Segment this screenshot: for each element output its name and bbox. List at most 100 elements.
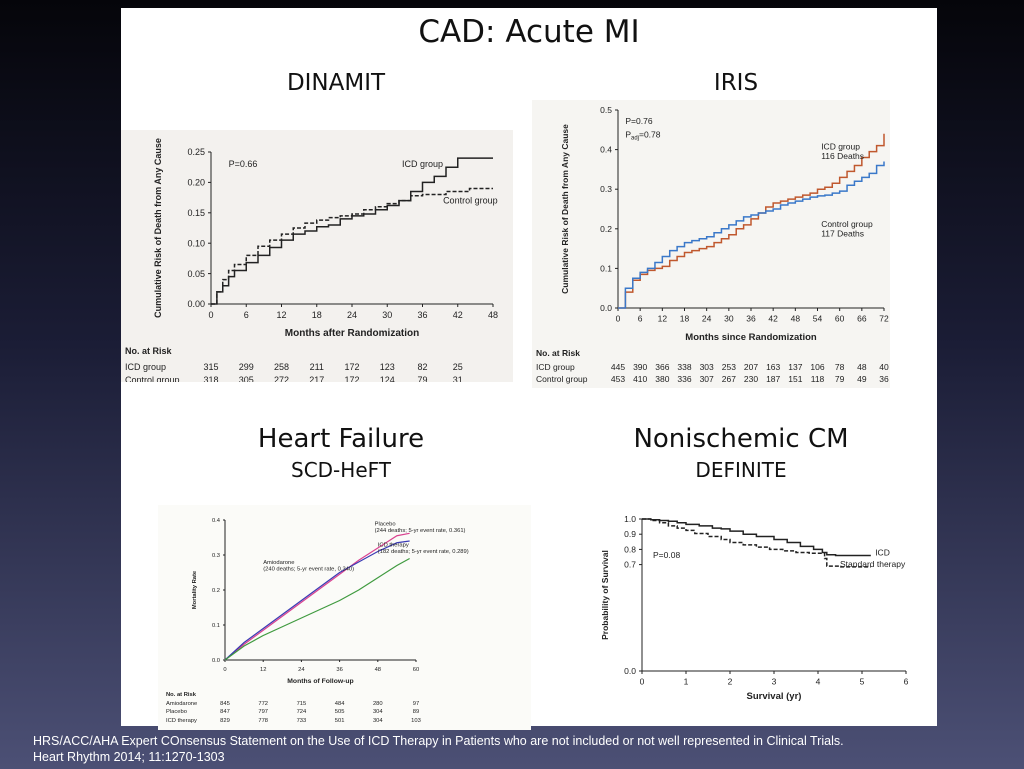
risk-table-cell: 79 bbox=[417, 375, 427, 382]
x-tick-label: 6 bbox=[904, 677, 909, 687]
risk-table-cell: 36 bbox=[879, 374, 889, 384]
risk-table-cell: 778 bbox=[258, 718, 268, 724]
scd-heft-chart: 0 12 24 36 48 60 0.0 0.1 0.2 0.3 0.4 Months of Foll… bbox=[166, 518, 469, 724]
heart-failure-heading: Heart Failure bbox=[257, 424, 425, 454]
scd-heft-series-icd-therapy-line bbox=[224, 557, 410, 661]
y-tick-label: 0.7 bbox=[624, 560, 636, 570]
risk-table-cell: 78 bbox=[835, 362, 845, 372]
risk-table-cell: 280 bbox=[373, 701, 383, 707]
risk-table-cell: 715 bbox=[297, 701, 307, 707]
risk-table-cell: 272 bbox=[274, 375, 289, 382]
x-tick-label: 30 bbox=[724, 314, 734, 324]
risk-table-cell: 124 bbox=[380, 375, 395, 382]
definite-series-standard-therapy-line bbox=[642, 518, 871, 568]
risk-table-cell: 49 bbox=[857, 374, 867, 384]
risk-table-cell: 380 bbox=[655, 374, 669, 384]
risk-table-row-label: ICD therapy bbox=[166, 718, 197, 724]
risk-table-cell: 390 bbox=[633, 362, 647, 372]
risk-table-header: No. at Risk bbox=[125, 346, 173, 356]
x-axis-label: Months of Follow-up bbox=[287, 678, 353, 685]
x-tick-label: 24 bbox=[298, 667, 305, 673]
x-tick-label: 42 bbox=[453, 310, 463, 320]
x-tick-label: 30 bbox=[382, 310, 392, 320]
x-tick-label: 12 bbox=[658, 314, 668, 324]
iris-series-icd-group-line bbox=[618, 133, 885, 309]
risk-table-cell: 315 bbox=[203, 362, 218, 372]
y-tick-label: 0.00 bbox=[187, 299, 205, 309]
risk-table-cell: 79 bbox=[835, 374, 845, 384]
risk-table-cell: 318 bbox=[203, 375, 218, 382]
dinamit-series-icd-group-line bbox=[211, 157, 493, 305]
risk-table-row-label: Amiodarone bbox=[166, 701, 197, 707]
p-value-annotation: P=0.76 bbox=[625, 116, 652, 126]
y-tick-label: 0.3 bbox=[600, 184, 612, 194]
p-value-annotation: Padj=0.78 bbox=[625, 130, 660, 142]
risk-table-cell: 453 bbox=[611, 374, 625, 384]
x-tick-label: 42 bbox=[768, 314, 778, 324]
risk-table-row-label: ICD group bbox=[536, 362, 575, 372]
x-tick-label: 48 bbox=[791, 314, 801, 324]
citation: HRS/ACC/AHA Expert COnsensus Statement o… bbox=[33, 733, 844, 765]
iris-series-sublabel: 116 Deaths bbox=[821, 151, 864, 161]
scd-heft-heading: SCD-HeFT bbox=[291, 458, 391, 482]
risk-table-cell: 847 bbox=[220, 709, 230, 715]
y-axis-label: Probability of Survival bbox=[600, 550, 610, 640]
y-tick-label: 0.10 bbox=[187, 238, 205, 248]
y-tick-label: 0.25 bbox=[187, 147, 205, 157]
x-tick-label: 0 bbox=[640, 677, 645, 687]
iris-series-control-group-line bbox=[618, 161, 885, 309]
risk-table-cell: 724 bbox=[297, 709, 307, 715]
risk-table-cell: 829 bbox=[220, 718, 230, 724]
x-tick-label: 60 bbox=[413, 667, 419, 673]
scd-heft-chart-panel: 0 12 24 36 48 60 0.0 0.1 0.2 0.3 0.4 Months of Foll… bbox=[158, 505, 531, 730]
dinamit-series-control-group-line bbox=[211, 187, 493, 305]
x-tick-label: 48 bbox=[375, 667, 381, 673]
y-tick-label: 0.0 bbox=[624, 666, 636, 676]
risk-table-cell: 299 bbox=[239, 362, 254, 372]
y-tick-label: 0.1 bbox=[212, 623, 220, 629]
scd-heft-series-sublabel: (182 deaths; 5-yr event rate, 0.289) bbox=[378, 549, 469, 555]
risk-table-cell: 207 bbox=[744, 362, 758, 372]
risk-table-row-label: Control group bbox=[536, 374, 588, 384]
iris-chart: 0 6 12 18 24 30 36 42 48 54 60 66 72 0.0 0.1 0.2 0.3 0.4 0… bbox=[536, 105, 889, 384]
risk-table-cell: 151 bbox=[788, 374, 802, 384]
scd-heft-series-label: Placebo bbox=[375, 521, 396, 527]
risk-table-cell: 303 bbox=[700, 362, 714, 372]
x-tick-label: 54 bbox=[813, 314, 823, 324]
x-tick-label: 1 bbox=[684, 677, 689, 687]
x-axis-label: Months since Randomization bbox=[685, 332, 817, 343]
risk-table-cell: 772 bbox=[258, 701, 268, 707]
risk-table-cell: 187 bbox=[766, 374, 780, 384]
risk-table-cell: 31 bbox=[453, 375, 463, 382]
x-tick-label: 66 bbox=[857, 314, 867, 324]
x-tick-label: 24 bbox=[702, 314, 712, 324]
x-tick-label: 0 bbox=[208, 310, 213, 320]
scd-heft-series-placebo-line bbox=[224, 532, 410, 661]
risk-table-cell: 845 bbox=[220, 701, 230, 707]
x-tick-label: 12 bbox=[276, 310, 286, 320]
risk-table-cell: 305 bbox=[239, 375, 254, 382]
iris-chart-group: 0 6 12 18 24 30 36 42 48 54 60 66 72 0.0 0.1 0.2 0.3 0.4 0… bbox=[536, 105, 889, 384]
y-axis-label: Cumulative Risk of Death from Any Cause bbox=[560, 124, 570, 294]
risk-table-cell: 336 bbox=[677, 374, 691, 384]
x-tick-label: 48 bbox=[488, 310, 498, 320]
risk-table-cell: 40 bbox=[879, 362, 889, 372]
risk-table-cell: 267 bbox=[722, 374, 736, 384]
risk-table-header: No. at Risk bbox=[536, 348, 580, 358]
y-tick-label: 0.0 bbox=[600, 303, 612, 313]
y-tick-label: 0.1 bbox=[600, 263, 612, 273]
definite-chart-panel: 0 1 2 3 4 5 6 0.0 0.7 0.8 0.9 1.0 Survival (yr) Proba… bbox=[578, 499, 932, 704]
scd-heft-series-amiodarone-line bbox=[224, 540, 410, 661]
x-tick-label: 36 bbox=[746, 314, 756, 324]
x-tick-label: 6 bbox=[244, 310, 249, 320]
risk-table-header: No. at Risk bbox=[166, 692, 197, 698]
scd-heft-series-label: ICD therapy bbox=[378, 542, 409, 548]
x-axis-label: Months after Randomization bbox=[285, 328, 419, 339]
risk-table-cell: 118 bbox=[811, 374, 825, 384]
x-tick-label: 18 bbox=[312, 310, 322, 320]
p-value-annotation: P=0.66 bbox=[229, 159, 258, 169]
definite-series-label: ICD bbox=[875, 547, 890, 557]
risk-table-cell: 172 bbox=[344, 375, 359, 382]
risk-table-cell: 410 bbox=[633, 374, 647, 384]
iris-series-sublabel: 117 Deaths bbox=[821, 228, 864, 238]
